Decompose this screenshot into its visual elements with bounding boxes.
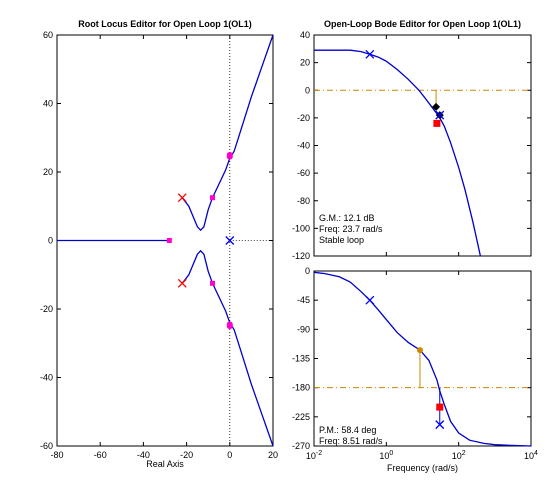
- y-tick-label: -100: [292, 223, 310, 233]
- phase-margin-marker: [416, 347, 423, 354]
- closed-loop-pole: [226, 323, 233, 330]
- pole-marker: [365, 49, 375, 59]
- x-tick-label: -80: [50, 450, 63, 460]
- open-loop-pole: [177, 193, 187, 203]
- y-tick-label: -120: [292, 251, 310, 261]
- square-marker: [433, 119, 441, 127]
- y-tick-label: 0: [305, 85, 310, 95]
- pole-marker: [435, 110, 445, 120]
- y-tick-label: -20: [40, 304, 53, 314]
- y-tick-label: -20: [297, 113, 310, 123]
- chart-title: Root Locus Editor for Open Loop 1(OL1): [78, 19, 252, 29]
- pole-marker: [435, 420, 445, 430]
- y-tick-label: -45: [297, 295, 310, 305]
- margin-annotation: Freq: 23.7 rad/s: [319, 224, 383, 234]
- closed-loop-pole: [226, 151, 233, 158]
- y-tick-label: -180: [292, 383, 310, 393]
- x-tick-label: -40: [137, 450, 150, 460]
- pole-marker: [365, 295, 375, 305]
- closed-loop-pole: [166, 238, 172, 243]
- y-tick-label: 40: [43, 99, 53, 109]
- y-tick-label: -40: [40, 373, 53, 383]
- y-tick-label: -60: [297, 168, 310, 178]
- open-loop-pole: [225, 236, 235, 245]
- y-tick-label: 20: [43, 167, 53, 177]
- closed-loop-pole: [210, 280, 216, 286]
- y-tick-label: -135: [292, 354, 310, 364]
- x-axis-label: Frequency (rad/s): [387, 463, 458, 473]
- y-tick-label: -60: [40, 441, 53, 451]
- y-tick-label: 20: [300, 58, 310, 68]
- x-tick-label: 100: [379, 450, 393, 461]
- open-loop-pole: [177, 278, 187, 288]
- chart-title: Open-Loop Bode Editor for Open Loop 1(OL…: [324, 19, 521, 29]
- y-tick-label: -80: [297, 196, 310, 206]
- x-axis-label: Real Axis: [146, 459, 184, 469]
- margin-annotation: P.M.: 58.4 deg: [319, 425, 376, 435]
- x-tick-label: -20: [180, 450, 193, 460]
- y-tick-label: 40: [300, 30, 310, 40]
- y-tick-label: -270: [292, 441, 310, 451]
- magnitude-curve: [314, 49, 482, 257]
- closed-loop-pole: [210, 195, 216, 201]
- y-tick-label: -225: [292, 412, 310, 422]
- root-locus-panel: Root Locus Editor for Open Loop 1(OL1) Re…: [40, 19, 278, 469]
- x-tick-label: -60: [94, 450, 107, 460]
- gain-margin-marker: [432, 102, 441, 111]
- x-tick-label: 0: [227, 450, 232, 460]
- bode-phase-panel: -270 -225 -180 -135 -90 -45 0 10-2 100 102 104 Freq…: [292, 266, 538, 473]
- square-marker: [436, 403, 444, 411]
- y-tick-label: 60: [43, 30, 53, 40]
- phase-curve: [313, 271, 532, 447]
- margin-annotation: Freq: 8.51 rad/s: [319, 436, 383, 446]
- x-tick-label: 104: [524, 450, 538, 461]
- locus-branch: [181, 34, 274, 232]
- margin-annotation: G.M.: 12.1 dB: [319, 213, 375, 223]
- y-tick-label: -40: [297, 141, 310, 151]
- y-tick-label: 0: [305, 266, 310, 276]
- locus-branch: [181, 249, 274, 447]
- x-tick-label: 20: [268, 450, 278, 460]
- bode-magnitude-panel: Open-Loop Bode Editor for Open Loop 1(OL…: [292, 19, 532, 261]
- x-tick-label: 102: [452, 450, 466, 461]
- x-tick-label: 10-2: [306, 450, 322, 461]
- axes-frame: [313, 270, 532, 447]
- y-tick-label: 0: [48, 236, 53, 246]
- margin-annotation: Stable loop: [319, 235, 364, 245]
- y-tick-label: -90: [297, 324, 310, 334]
